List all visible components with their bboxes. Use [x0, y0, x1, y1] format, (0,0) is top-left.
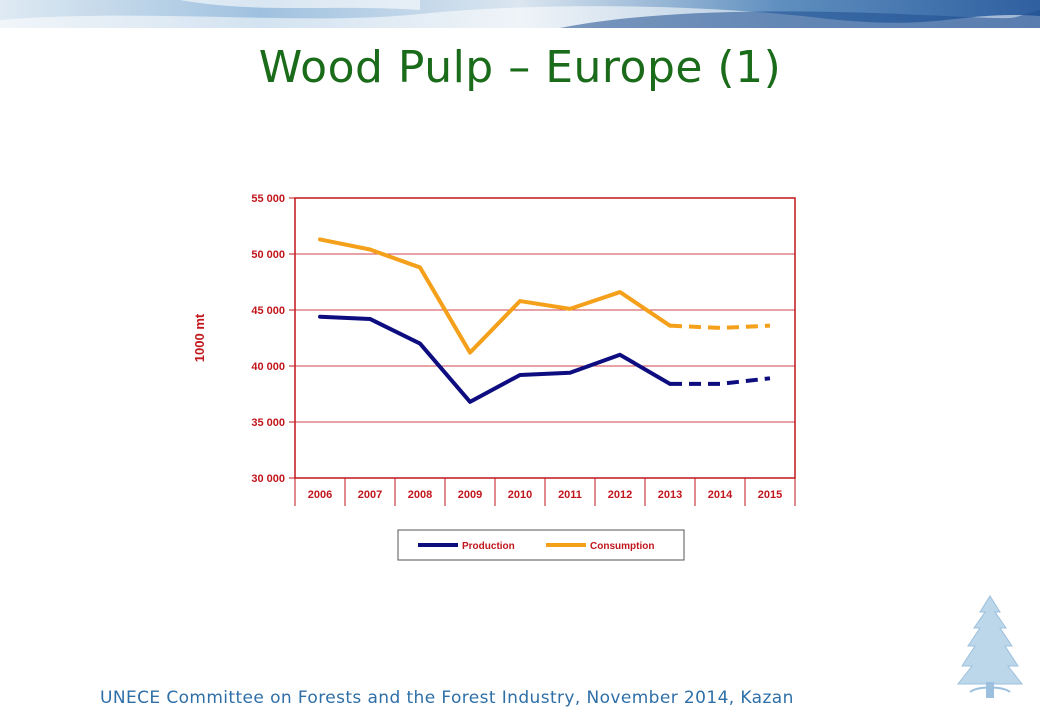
y-tick-label: 35 000	[251, 417, 285, 429]
x-tick-label: 2015	[758, 489, 782, 501]
legend-label: Production	[462, 541, 515, 552]
series-forecast-line-production	[670, 376, 771, 386]
tree-logo-icon	[956, 595, 1024, 698]
x-tick-label: 2008	[408, 489, 432, 501]
x-tick-label: 2010	[508, 489, 532, 501]
x-tick-label: 2007	[358, 489, 382, 501]
legend-label: Consumption	[590, 541, 654, 552]
y-tick-label: 50 000	[251, 249, 285, 261]
x-tick-label: 2009	[458, 489, 482, 501]
plot-frame	[294, 197, 796, 479]
x-tick-label: 2011	[558, 489, 582, 501]
x-tick-label: 2014	[708, 489, 733, 501]
y-tick-label: 45 000	[251, 305, 285, 317]
x-tick-label: 2012	[608, 489, 632, 501]
series-line-consumption	[318, 237, 672, 355]
footer-text: UNECE Committee on Forests and the Fores…	[100, 688, 794, 708]
y-tick-label: 30 000	[251, 473, 285, 485]
y-tick-label: 40 000	[251, 361, 285, 373]
y-tick-label: 55 000	[251, 193, 285, 205]
x-tick-label: 2006	[308, 489, 332, 501]
line-chart: 30 000 35 000 40 000 45 000 50 000 55 000 2006…	[192, 193, 796, 561]
series-forecast-line-consumption	[669, 323, 771, 330]
series-line-production	[318, 314, 672, 404]
header-banner-image	[0, 0, 1040, 28]
slide-title: Wood Pulp – Europe (1)	[258, 42, 782, 93]
y-axis-label: 1000 mt	[192, 313, 207, 362]
x-tick-label: 2013	[658, 489, 682, 501]
